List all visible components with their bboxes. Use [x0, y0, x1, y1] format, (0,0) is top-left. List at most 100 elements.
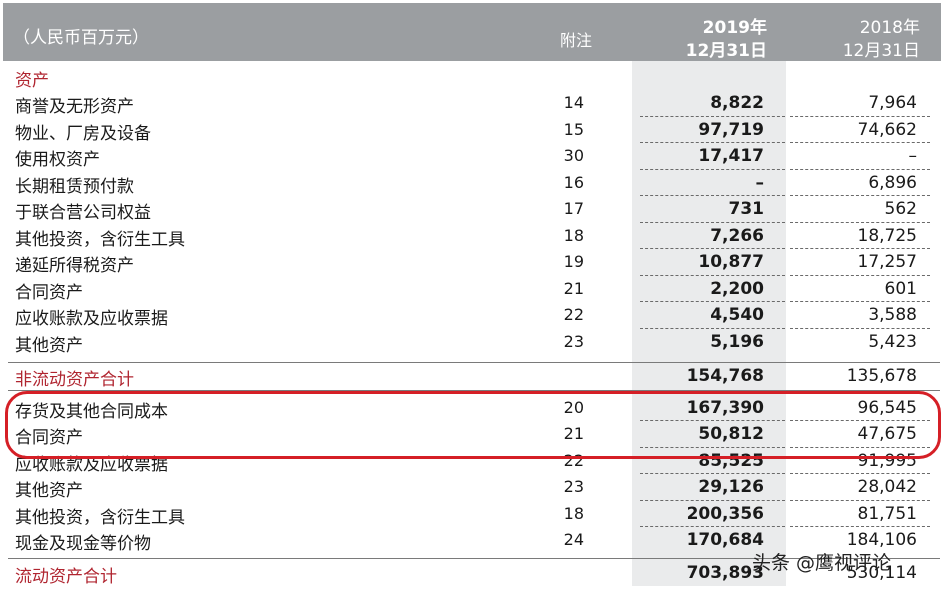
section-title-row: 资产 — [0, 64, 945, 91]
unit-label: （人民币百万元） — [13, 28, 149, 48]
section-title: 资产 — [15, 71, 49, 91]
row-separator — [640, 500, 785, 501]
row-separator — [790, 142, 930, 143]
row-note: 23 — [563, 332, 584, 351]
watermark: 头条 @鹰视评论 — [752, 552, 892, 574]
row-value-2019: 7,266 — [710, 226, 764, 246]
row-separator — [640, 473, 785, 474]
row-value-2018: 17,257 — [857, 252, 917, 272]
section-divider — [8, 362, 940, 363]
row-note: 19 — [563, 252, 584, 271]
table-row: 使用权资产 30 17,417 – — [0, 143, 945, 170]
table-row: 商誉及无形资产 14 8,822 7,964 — [0, 90, 945, 117]
current-total-2019: 703,893 — [686, 563, 764, 583]
row-note: 30 — [563, 146, 584, 165]
row-separator — [790, 248, 930, 249]
row-note: 21 — [563, 424, 584, 443]
row-value-2018: 47,675 — [857, 424, 917, 444]
row-separator — [790, 301, 930, 302]
row-label: 应收账款及应收票据 — [15, 309, 168, 329]
row-note: 15 — [563, 120, 584, 139]
row-value-2019: 4,540 — [710, 305, 764, 325]
row-separator — [640, 142, 785, 143]
table-header: （人民币百万元） 附注 2019年 12月31日 2018年 12月31日 — [3, 3, 941, 61]
table-row: 其他资产 23 5,196 5,423 — [0, 329, 945, 356]
row-value-2019: 17,417 — [698, 146, 764, 166]
row-label: 现金及现金等价物 — [15, 534, 151, 554]
row-value-2018: 6,896 — [868, 173, 917, 193]
row-value-2018: 18,725 — [857, 226, 917, 246]
row-separator — [790, 328, 930, 329]
row-value-2019: 97,719 — [698, 120, 764, 140]
table-row: 递延所得税资产 19 10,877 17,257 — [0, 249, 945, 276]
row-label: 其他资产 — [15, 481, 83, 501]
row-value-2019: 2,200 — [710, 279, 764, 299]
row-value-2018: 81,751 — [857, 504, 917, 524]
table-row: 其他投资，含衍生工具 18 7,266 18,725 — [0, 223, 945, 250]
row-value-2019: 50,812 — [698, 424, 764, 444]
noncurrent-total-label: 非流动资产合计 — [15, 370, 134, 390]
subtotal-row: 非流动资产合计 154,768 135,678 — [0, 363, 945, 390]
table-row: 存货及其他合同成本 20 167,390 96,545 — [0, 395, 945, 422]
row-note: 21 — [563, 279, 584, 298]
row-value-2019: 29,126 — [698, 477, 764, 497]
row-label: 使用权资产 — [15, 150, 100, 170]
row-label: 应收账款及应收票据 — [15, 455, 168, 475]
row-separator — [640, 526, 785, 527]
row-separator — [640, 116, 785, 117]
prior-year-header: 2018年 — [859, 18, 920, 38]
current-year-header: 2019年 — [702, 18, 767, 38]
row-separator — [790, 222, 930, 223]
table-row: 应收账款及应收票据 22 4,540 3,588 — [0, 302, 945, 329]
row-value-2018: 562 — [884, 199, 917, 219]
current-total-2018: 530,114 — [846, 563, 917, 583]
row-separator — [640, 328, 785, 329]
row-separator — [790, 275, 930, 276]
row-value-2018: 96,545 — [857, 398, 917, 418]
row-note: 18 — [563, 226, 584, 245]
row-label: 存货及其他合同成本 — [15, 402, 168, 422]
section-divider — [8, 558, 940, 559]
row-value-2019: – — [755, 173, 765, 193]
row-note: 22 — [563, 451, 584, 470]
row-separator — [640, 420, 785, 421]
row-separator — [640, 301, 785, 302]
subtotal-row: 流动资产合计 703,893 530,114 — [0, 560, 945, 587]
row-separator — [790, 526, 930, 527]
row-label: 长期租赁预付款 — [15, 177, 134, 197]
row-value-2019: 10,877 — [698, 252, 764, 272]
row-note: 18 — [563, 504, 584, 523]
row-value-2019: 200,356 — [686, 504, 764, 524]
current-date-header: 12月31日 — [685, 41, 767, 61]
row-label: 其他投资，含衍生工具 — [15, 230, 185, 250]
row-value-2019: 167,390 — [686, 398, 764, 418]
row-value-2019: 8,822 — [710, 93, 764, 113]
row-value-2019: 5,196 — [710, 332, 764, 352]
row-separator — [790, 420, 930, 421]
row-separator — [640, 169, 785, 170]
highlight-annotation — [5, 391, 941, 459]
row-value-2019: 170,684 — [686, 530, 764, 550]
row-note: 16 — [563, 173, 584, 192]
row-separator — [640, 222, 785, 223]
row-note: 14 — [563, 93, 584, 112]
row-separator — [790, 500, 930, 501]
row-note: 17 — [563, 199, 584, 218]
row-value-2018: 7,964 — [868, 93, 917, 113]
row-note: 22 — [563, 305, 584, 324]
row-label: 合同资产 — [15, 428, 83, 448]
row-separator — [640, 248, 785, 249]
row-label: 商誉及无形资产 — [15, 97, 134, 117]
row-value-2018: 3,588 — [868, 305, 917, 325]
row-separator — [790, 447, 930, 448]
row-separator — [640, 447, 785, 448]
row-separator — [790, 195, 930, 196]
row-note: 24 — [563, 530, 584, 549]
row-separator — [790, 116, 930, 117]
note-column-header: 附注 — [560, 31, 593, 50]
row-label: 合同资产 — [15, 283, 83, 303]
table-row: 其他投资，含衍生工具 18 200,356 81,751 — [0, 501, 945, 528]
row-label: 物业、厂房及设备 — [15, 124, 151, 144]
row-value-2018: 601 — [884, 279, 917, 299]
